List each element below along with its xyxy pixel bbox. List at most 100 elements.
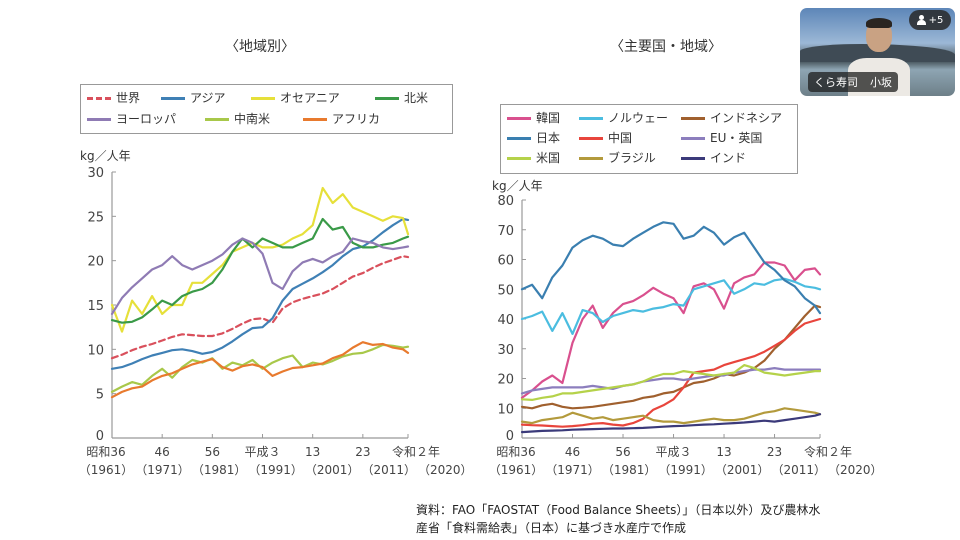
x-tick-label: 平成３ (656, 445, 692, 459)
user-icon (916, 15, 926, 25)
series-line-countries-8 (520, 413, 822, 434)
legend-countries: 韓国 ノルウェー インドネシア 日本 中国 EU・英国 米国 ブラジル インド (500, 104, 798, 174)
x-tick-label: 昭和36 (86, 445, 125, 459)
x-tick-sublabel: （2001） (305, 463, 360, 477)
legend-item-india: インド (681, 150, 746, 166)
y-tick-label: 40 (497, 313, 514, 328)
x-tick-label: 56 (615, 445, 630, 459)
chart-title-regional: 〈地域別〉 (225, 39, 295, 55)
series-line-regional-5 (110, 343, 410, 393)
legend-regional: 世界 アジア オセアニア 北米 ヨーロッパ 中南米 アフリカ (80, 84, 453, 134)
legend-swatch-japan (507, 136, 531, 140)
x-tick-sublabel: （2020） (828, 463, 883, 477)
x-tick-sublabel: （1981） (602, 463, 657, 477)
y-tick-label: 10 (87, 343, 104, 358)
legend-item-north-america: 北米 (375, 90, 428, 106)
legend-swatch-oceania (251, 96, 275, 100)
y-tick-label: 0 (506, 429, 514, 444)
legend-label-brazil: ブラジル (608, 151, 656, 165)
legend-label-world: 世界 (116, 91, 141, 105)
legend-swatch-brazil (579, 156, 603, 160)
x-tick-sublabel: （1961） (489, 463, 544, 477)
source-note-line-2: 産省「食料需給表」（日本）に基づき水産庁で作成 (416, 521, 687, 535)
y-tick-label: 50 (497, 283, 514, 298)
x-tick-sublabel: （1971） (135, 463, 190, 477)
y-tick-label: 30 (497, 343, 514, 358)
legend-swatch-world (87, 96, 111, 100)
legend-label-oceania: オセアニア (280, 91, 340, 105)
series-line-countries-6 (520, 364, 822, 401)
legend-swatch-asia (161, 96, 185, 100)
y-axis-unit-label-countries: kg／人年 (492, 179, 543, 193)
legend-swatch-africa (303, 117, 327, 121)
y-tick-label: 20 (87, 255, 104, 270)
legend-label-africa: アフリカ (332, 112, 381, 126)
participant-name-tag: くら寿司 小坂 (808, 72, 898, 92)
x-tick-label: 13 (716, 445, 731, 459)
series-line-countries-3 (520, 221, 822, 315)
y-tick-label: 5 (96, 388, 104, 403)
legend-item-world: 世界 (87, 90, 140, 106)
legend-label-usa: 米国 (536, 151, 561, 165)
participant-name: 小坂 (870, 76, 892, 89)
legend-swatch-indonesia (681, 116, 705, 120)
source-note: 資料：FAO「FAOSTAT（Food Balance Sheets）」（日本以… (416, 501, 916, 537)
legend-swatch-usa (507, 156, 531, 160)
legend-label-asia: アジア (190, 91, 226, 105)
legend-label-north-america: 北米 (404, 91, 429, 105)
y-tick-label: 25 (87, 210, 104, 225)
series-line-countries-1 (520, 277, 822, 335)
x-tick-label: 46 (565, 445, 580, 459)
series-line-regional-2 (110, 186, 410, 333)
series-line-regional-4 (110, 237, 410, 315)
y-tick-label: 10 (497, 402, 514, 417)
legend-item-indonesia: インドネシア (681, 110, 782, 126)
legend-item-usa: 米国 (507, 150, 560, 166)
x-tick-sublabel: （2011） (361, 463, 416, 477)
series-line-countries-2 (520, 304, 822, 410)
legend-swatch-north-america (375, 96, 399, 100)
chart-title-countries: 〈主要国・地域〉 (610, 39, 722, 55)
legend-item-japan: 日本 (507, 130, 560, 146)
y-tick-label: 70 (497, 224, 514, 239)
x-tick-label: 46 (155, 445, 170, 459)
legend-swatch-norway (579, 116, 603, 120)
series-line-regional-3 (110, 217, 410, 324)
legend-item-latin-america: 中南米 (205, 111, 270, 127)
series-line-countries-5 (520, 367, 822, 395)
x-tick-label: 平成３ (245, 445, 281, 459)
legend-item-eu-uk: EU・英国 (681, 130, 762, 146)
x-tick-sublabel: （1991） (658, 463, 713, 477)
legend-label-indonesia: インドネシア (710, 111, 783, 125)
series-line-countries-4 (520, 317, 822, 428)
participant-org: くら寿司 (814, 76, 858, 89)
legend-swatch-europe (87, 117, 111, 121)
x-tick-sublabel: （1991） (248, 463, 303, 477)
legend-label-japan: 日本 (536, 131, 561, 145)
x-tick-sublabel: （1961） (79, 463, 134, 477)
legend-swatch-latin-america (205, 117, 229, 121)
y-tick-label: 60 (497, 254, 514, 269)
legend-item-korea: 韓国 (507, 110, 560, 126)
x-tick-label: 23 (767, 445, 782, 459)
y-axis-unit-label-regional: kg／人年 (80, 149, 131, 163)
legend-label-india: インド (710, 151, 747, 165)
participants-badge[interactable]: +5 (909, 10, 951, 30)
y-tick-label: 80 (497, 194, 514, 209)
series-line-countries-7 (520, 407, 822, 425)
series-line-regional-6 (110, 341, 410, 399)
legend-swatch-korea (507, 116, 531, 120)
legend-item-norway: ノルウェー (579, 110, 668, 126)
x-tick-label: 23 (355, 445, 370, 459)
legend-label-china: 中国 (608, 131, 633, 145)
x-tick-label: 令和２年 (804, 444, 852, 459)
legend-swatch-india (681, 156, 705, 160)
x-tick-label: 令和２年 (392, 444, 440, 459)
x-tick-sublabel: （2020） (418, 463, 473, 477)
series-line-countries-0 (520, 261, 822, 399)
x-tick-sublabel: （1981） (192, 463, 247, 477)
legend-label-korea: 韓国 (536, 111, 561, 125)
source-note-line-1: 資料：FAO「FAOSTAT（Food Balance Sheets）」（日本以… (416, 503, 821, 517)
y-tick-label: 15 (87, 299, 104, 314)
